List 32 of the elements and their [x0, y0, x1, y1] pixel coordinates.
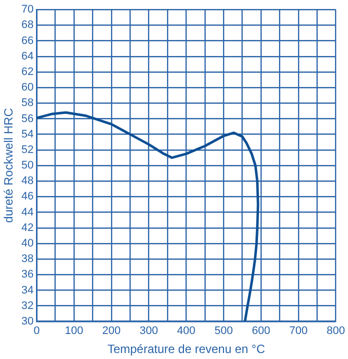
- y-tick-label: 46: [21, 190, 34, 203]
- y-tick-label: 32: [21, 300, 34, 312]
- y-tick-label: 58: [21, 97, 34, 110]
- y-tick-label: 48: [21, 175, 34, 188]
- y-tick-label: 62: [21, 66, 34, 78]
- y-tick-label: 70: [21, 4, 34, 16]
- x-tick-label: 600: [252, 325, 270, 338]
- x-axis-title: Température de revenu en °C: [107, 342, 266, 356]
- y-tick-label: 50: [21, 160, 34, 172]
- x-tick-label: 100: [64, 325, 84, 338]
- y-axis-title: dureté Rockwell HRC: [2, 108, 16, 223]
- y-tick-label: 34: [21, 284, 34, 296]
- y-tick-label: 68: [21, 19, 34, 32]
- y-tick-label: 66: [21, 34, 34, 47]
- x-tick-label: 0: [34, 325, 40, 338]
- y-tick-label: 36: [21, 268, 34, 281]
- y-tick-label: 40: [21, 237, 34, 250]
- x-tick-label: 400: [177, 325, 196, 338]
- x-tick-label: 500: [214, 325, 233, 338]
- y-tick-label: 44: [21, 206, 34, 218]
- y-tick-label: 42: [21, 222, 34, 234]
- y-tick-label: 30: [21, 315, 34, 328]
- y-tick-label: 60: [21, 82, 34, 94]
- x-tick-label: 800: [326, 325, 346, 338]
- x-tick-label: 300: [140, 325, 158, 338]
- y-tick-label: 52: [21, 144, 34, 156]
- y-tick-label: 54: [21, 128, 34, 140]
- x-tick-label: 200: [102, 325, 121, 338]
- y-tick-label: 64: [21, 50, 34, 62]
- x-tick-label: 700: [289, 325, 308, 338]
- y-tick-label: 38: [21, 253, 34, 266]
- y-tick-label: 56: [21, 112, 34, 125]
